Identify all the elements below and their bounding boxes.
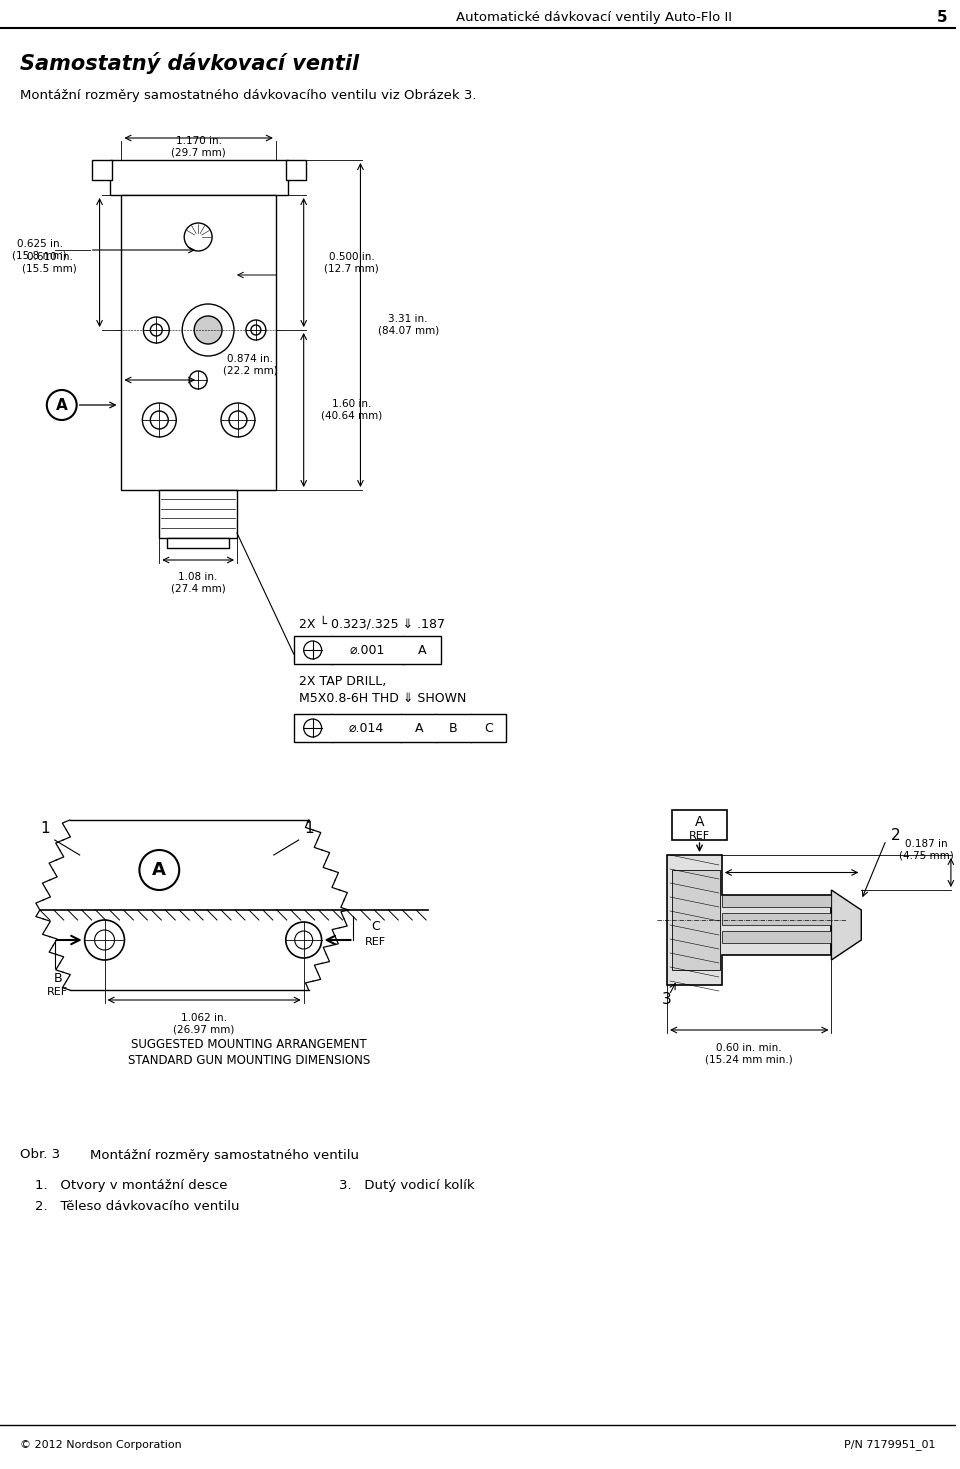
Text: 0.625 in.
(15.8 mm): 0.625 in. (15.8 mm) [12, 239, 67, 261]
Text: REF: REF [365, 937, 386, 948]
Text: 3.   Dutý vodicí kolík: 3. Dutý vodicí kolík [339, 1178, 474, 1191]
Circle shape [182, 304, 234, 355]
Text: Obr. 3: Obr. 3 [20, 1149, 60, 1162]
Bar [294, 636, 441, 664]
Text: 2X └ 0.323/.325 ⇓ .187: 2X └ 0.323/.325 ⇓ .187 [299, 617, 444, 630]
Text: REF: REF [47, 987, 68, 997]
Text: 1: 1 [304, 821, 314, 836]
Bar [122, 195, 276, 491]
Text: A: A [695, 815, 705, 829]
Text: Samostatný dávkovací ventil: Samostatný dávkovací ventil [20, 51, 359, 73]
Text: A: A [153, 861, 166, 878]
Bar [167, 538, 229, 548]
Circle shape [303, 718, 322, 737]
Circle shape [194, 316, 222, 344]
Circle shape [151, 325, 162, 336]
Bar [722, 914, 831, 925]
Circle shape [139, 851, 180, 890]
Circle shape [84, 920, 125, 961]
Circle shape [229, 411, 247, 429]
Circle shape [221, 403, 255, 436]
Circle shape [189, 372, 207, 389]
Text: 1: 1 [40, 821, 50, 836]
Text: 1.08 in.
(27.4 mm): 1.08 in. (27.4 mm) [171, 571, 226, 593]
Text: B: B [449, 721, 458, 734]
Text: Montážní rozměry samostatného dávkovacího ventilu viz Obrázek 3.: Montážní rozměry samostatného dávkovacíh… [20, 88, 476, 101]
Text: 3: 3 [662, 993, 672, 1008]
Text: A: A [418, 643, 426, 657]
Bar [672, 809, 727, 840]
Text: 5: 5 [937, 9, 948, 25]
Circle shape [143, 317, 169, 342]
Text: A: A [415, 721, 423, 734]
Text: Montážní rozměry samostatného ventilu: Montážní rozměry samostatného ventilu [89, 1149, 359, 1162]
Text: C: C [371, 920, 380, 933]
Text: SUGGESTED MOUNTING ARRANGEMENT: SUGGESTED MOUNTING ARRANGEMENT [132, 1039, 367, 1052]
Text: REF: REF [689, 831, 710, 840]
Text: 1.062 in.
(26.97 mm): 1.062 in. (26.97 mm) [174, 1014, 235, 1034]
Text: © 2012 Nordson Corporation: © 2012 Nordson Corporation [20, 1440, 181, 1450]
Text: 0.500 in.
(12.7 mm): 0.500 in. (12.7 mm) [324, 251, 379, 273]
Polygon shape [667, 855, 831, 986]
Bar [294, 714, 506, 742]
Circle shape [47, 389, 77, 420]
Circle shape [142, 403, 177, 436]
Text: 2X TAP DRILL,: 2X TAP DRILL, [299, 674, 386, 687]
Circle shape [303, 640, 322, 660]
Text: M5X0.8-6H THD ⇓ SHOWN: M5X0.8-6H THD ⇓ SHOWN [299, 692, 467, 705]
Circle shape [251, 325, 261, 335]
Circle shape [295, 931, 313, 949]
Bar [722, 895, 831, 906]
Text: Automatické dávkovací ventily Auto-Flo II: Automatické dávkovací ventily Auto-Flo I… [456, 10, 732, 24]
Text: 1.60 in.
(40.64 mm): 1.60 in. (40.64 mm) [321, 400, 382, 420]
Circle shape [151, 411, 168, 429]
Text: 2: 2 [891, 827, 900, 843]
Text: 2.   Těleso dávkovacího ventilu: 2. Těleso dávkovacího ventilu [35, 1200, 239, 1213]
Text: 1.   Otvory v montážní desce: 1. Otvory v montážní desce [35, 1178, 228, 1191]
Polygon shape [672, 870, 720, 970]
Circle shape [246, 320, 266, 339]
Text: B: B [54, 971, 62, 984]
Text: STANDARD GUN MOUNTING DIMENSIONS: STANDARD GUN MOUNTING DIMENSIONS [128, 1053, 370, 1066]
Text: 1.170 in.
(29.7 mm): 1.170 in. (29.7 mm) [171, 137, 226, 157]
Polygon shape [831, 890, 861, 961]
Text: A: A [56, 398, 67, 413]
Text: 0.610 in.
(15.5 mm): 0.610 in. (15.5 mm) [22, 251, 77, 273]
Text: ⌀.001: ⌀.001 [349, 643, 385, 657]
Text: C: C [484, 721, 492, 734]
Text: 0.187 in
(4.75 mm): 0.187 in (4.75 mm) [899, 839, 953, 861]
Bar [286, 160, 305, 181]
Bar [722, 931, 831, 943]
Circle shape [95, 930, 114, 950]
Bar [91, 160, 111, 181]
Bar [109, 160, 288, 195]
Text: 0.60 in. min.
(15.24 mm min.): 0.60 in. min. (15.24 mm min.) [706, 1043, 793, 1065]
Circle shape [286, 923, 322, 958]
Text: ⌀.014: ⌀.014 [348, 721, 384, 734]
Bar [159, 491, 237, 538]
Circle shape [184, 223, 212, 251]
Text: 3.31 in.
(84.07 mm): 3.31 in. (84.07 mm) [377, 314, 439, 336]
Text: 0.874 in.
(22.2 mm): 0.874 in. (22.2 mm) [223, 354, 277, 376]
Text: P/N 7179951_01: P/N 7179951_01 [845, 1440, 936, 1450]
